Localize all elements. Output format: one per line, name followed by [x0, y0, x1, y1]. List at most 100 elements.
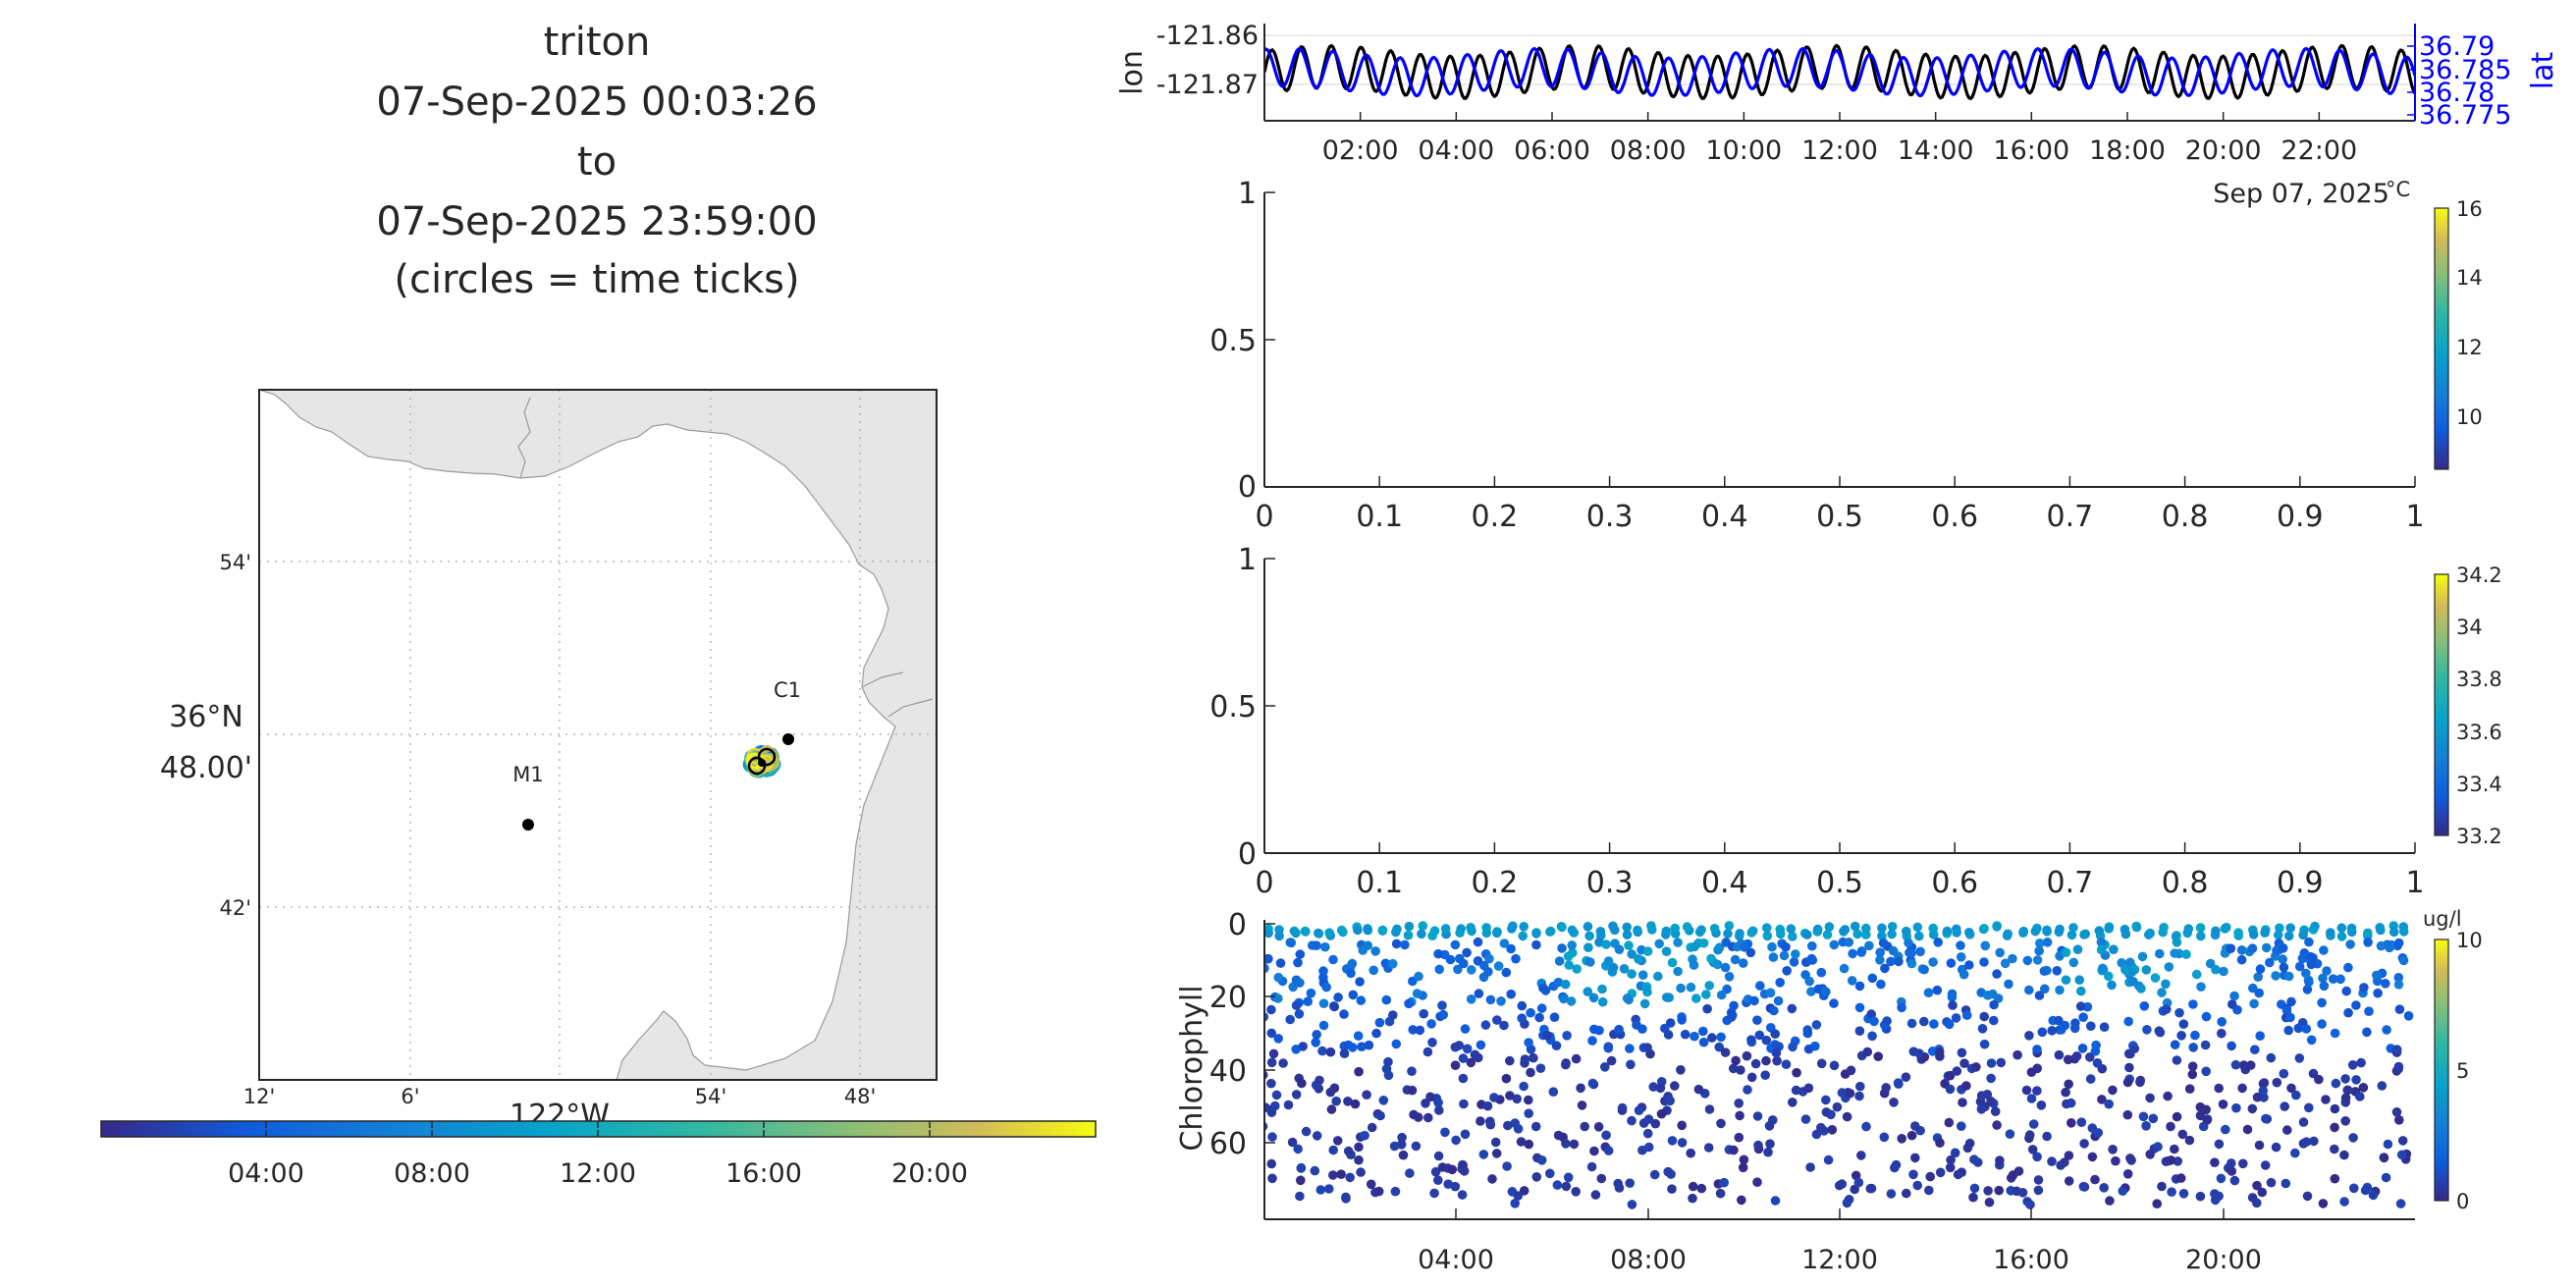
chl-point — [2094, 926, 2105, 936]
sal-cb-tick-33-2: 33.2 — [2456, 825, 2502, 848]
chl-point — [2061, 947, 2071, 957]
chl-point — [1986, 1058, 1997, 1068]
chl-point — [1770, 1029, 1780, 1039]
chl-point — [1712, 959, 1723, 970]
chl-point — [2214, 1139, 2225, 1150]
map-river-2 — [861, 671, 934, 718]
chl-point — [1427, 931, 1437, 940]
chl-point — [2066, 930, 2077, 940]
chl-point — [1487, 1174, 1497, 1184]
track-time-tick-circle — [747, 756, 767, 776]
chl-point — [1979, 1011, 1989, 1022]
chl-point — [2022, 955, 2033, 966]
chl-point — [1603, 956, 1614, 966]
chl-point — [1894, 1079, 1904, 1089]
chl-point — [2382, 1025, 2391, 1035]
p2-xtick-label: 0.3 — [1586, 500, 1634, 534]
chl-point — [1779, 950, 1790, 961]
chl-point — [2018, 926, 2029, 937]
ts-xtick-label: 04:00 — [1418, 135, 1494, 166]
chl-point — [1606, 1055, 1617, 1066]
chl-point — [1332, 1136, 1343, 1146]
chl-point — [1458, 1053, 1469, 1063]
chl-point — [1973, 1157, 1983, 1167]
chl-point — [1724, 921, 1735, 931]
chl-point — [1314, 928, 1323, 939]
chl-point — [2216, 1173, 2227, 1184]
chl-point — [1526, 1007, 1535, 1018]
chl-point — [1377, 925, 1388, 936]
chl-point — [1761, 1035, 1772, 1046]
chl-point — [1634, 954, 1643, 964]
chl-point — [1415, 1025, 1425, 1036]
chl-point — [2398, 955, 2409, 966]
chl-point — [2294, 961, 2305, 972]
chl-point — [1586, 1161, 1597, 1172]
chl-point — [2278, 943, 2288, 953]
title-line-1: triton — [544, 20, 651, 65]
chl-point — [2355, 1092, 2365, 1101]
chl-point — [1283, 1100, 1294, 1110]
chl-point — [2227, 1166, 2237, 1176]
chl-point — [1894, 956, 1904, 967]
chl-point — [1761, 1055, 1771, 1066]
chl-point — [1709, 924, 1720, 934]
chl-point — [2236, 945, 2247, 955]
chl-point — [2166, 1121, 2175, 1132]
chl-point — [1427, 1038, 1437, 1047]
p3-xtick-label: 0.1 — [1356, 866, 1403, 900]
chl-point — [1979, 957, 1989, 967]
chl-point — [1861, 1121, 1871, 1132]
chl-point — [1328, 1145, 1338, 1155]
chl-point — [2167, 1187, 2176, 1197]
chl-point — [1567, 940, 1577, 950]
chl-point — [2068, 957, 2079, 968]
chl-point — [1806, 987, 1816, 996]
chl-point — [1702, 1003, 1712, 1014]
chl-point — [2163, 1091, 2173, 1101]
chl-point — [1642, 946, 1653, 956]
chl-point — [1646, 921, 1656, 931]
chl-point — [2028, 1119, 2039, 1129]
chl-point — [1690, 1031, 1699, 1042]
p3-xtick-label: 1 — [2405, 866, 2424, 900]
chl-point — [1745, 947, 1756, 958]
chl-point — [1762, 931, 1773, 941]
chl-point — [1353, 1031, 1364, 1041]
chl-point — [2398, 927, 2409, 937]
chl-point — [2166, 1155, 2176, 1165]
chl-point — [1946, 958, 1957, 968]
chl-point — [2153, 1142, 2163, 1152]
chl-point — [1752, 1177, 1762, 1187]
chl-point — [2330, 1028, 2340, 1039]
chl-point — [1318, 966, 1328, 976]
chl-point — [1506, 989, 1516, 999]
figure-title: triton 07-Sep-2025 00:03:26 to 07-Sep-20… — [376, 20, 817, 302]
chl-point — [1545, 926, 1556, 937]
chl-xtick-0400: 04:00 — [1418, 1245, 1494, 1275]
chl-point — [2086, 1021, 2096, 1031]
chl-point — [2394, 1115, 2404, 1125]
chl-point — [2148, 1113, 2159, 1124]
chl-point — [1910, 1121, 1920, 1131]
chl-point — [2099, 1022, 2110, 1032]
chl-point — [1959, 1058, 1969, 1068]
chl-point — [2326, 928, 2335, 938]
chl-point — [1404, 921, 1415, 932]
chl-point — [2248, 930, 2259, 939]
lat-tick-36-79: 36.79 — [2419, 31, 2495, 62]
chl-point — [1728, 1063, 1739, 1074]
chl-point — [1781, 941, 1791, 952]
chl-point — [1476, 1040, 1486, 1050]
lon-tick-121-86: -121.86 — [1156, 21, 1259, 51]
chl-point — [2271, 1142, 2281, 1153]
chl-point — [2342, 1085, 2352, 1096]
chl-point — [1788, 1098, 1798, 1107]
chl-point — [1698, 1026, 1708, 1037]
chl-point — [2381, 1172, 2391, 1183]
chl-point — [2030, 926, 2041, 937]
chl-point — [2266, 1052, 2277, 1063]
chl-point — [1642, 987, 1652, 997]
chl-point — [1910, 1153, 1920, 1163]
chl-point — [2195, 1110, 2206, 1121]
